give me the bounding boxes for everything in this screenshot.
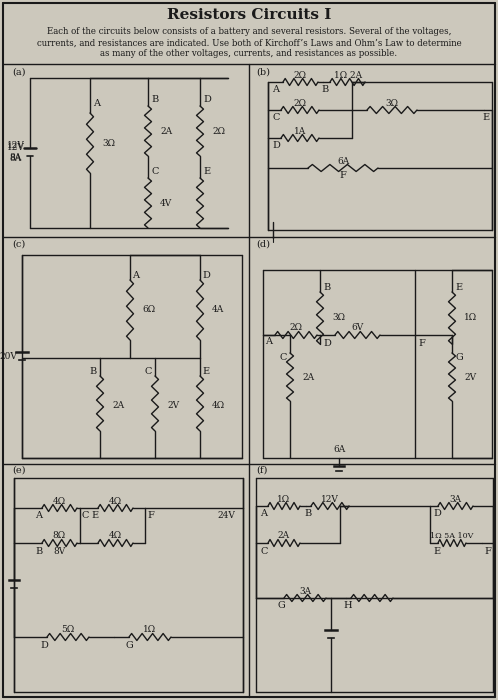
- Text: 1Ω 2A: 1Ω 2A: [334, 71, 362, 80]
- Text: 2Ω: 2Ω: [212, 127, 225, 136]
- Text: 5Ω: 5Ω: [61, 626, 75, 634]
- Text: 6A: 6A: [337, 157, 349, 165]
- Text: G: G: [125, 640, 133, 650]
- Text: D: D: [203, 95, 211, 104]
- Text: 4Ω: 4Ω: [52, 496, 66, 505]
- Text: D: D: [272, 141, 280, 150]
- Text: A: A: [265, 337, 272, 346]
- Text: F: F: [484, 547, 491, 556]
- Text: 1Ω: 1Ω: [464, 314, 477, 323]
- Text: A: A: [35, 512, 42, 521]
- Text: C: C: [144, 367, 152, 375]
- Text: Resistors Circuits I: Resistors Circuits I: [167, 8, 331, 22]
- Text: A: A: [272, 85, 279, 94]
- Text: 8A: 8A: [10, 153, 22, 162]
- Text: 1Ω: 1Ω: [143, 626, 156, 634]
- Text: 2Ω: 2Ω: [293, 99, 306, 108]
- Text: 12V: 12V: [7, 141, 25, 150]
- Text: C: C: [279, 353, 287, 361]
- Text: D: D: [40, 640, 48, 650]
- Text: 12V
8A: 12V 8A: [7, 144, 25, 162]
- Text: 3A: 3A: [449, 494, 461, 503]
- Text: E: E: [92, 512, 99, 521]
- Text: C: C: [272, 113, 280, 122]
- Text: 8Ω: 8Ω: [52, 531, 66, 540]
- Text: B: B: [90, 367, 97, 375]
- Text: (a): (a): [12, 67, 25, 76]
- Text: F: F: [418, 339, 425, 347]
- Text: C: C: [260, 547, 268, 556]
- Text: D: D: [202, 270, 210, 279]
- Text: 2A: 2A: [112, 402, 124, 410]
- Text: Each of the circuits below consists of a battery and several resistors. Several : Each of the circuits below consists of a…: [47, 27, 451, 36]
- Text: G: G: [277, 601, 285, 610]
- Text: 8V: 8V: [53, 547, 65, 556]
- Text: B: B: [35, 547, 43, 556]
- Text: B: B: [323, 283, 330, 291]
- Text: C: C: [82, 512, 89, 521]
- Text: B: B: [321, 85, 329, 94]
- Text: 4Ω: 4Ω: [109, 531, 122, 540]
- Text: E: E: [433, 547, 440, 556]
- Text: F: F: [340, 172, 347, 181]
- Text: B: B: [304, 510, 312, 519]
- Text: C: C: [151, 167, 158, 176]
- Text: 3Ω: 3Ω: [385, 99, 398, 108]
- Text: 2Ω: 2Ω: [289, 323, 302, 332]
- Text: 2V: 2V: [167, 402, 179, 410]
- Text: currents, and resistances are indicated. Use both of Kirchoff’s Laws and Ohm’s L: currents, and resistances are indicated.…: [37, 38, 461, 48]
- Text: 24V: 24V: [217, 512, 235, 521]
- Text: 6V: 6V: [351, 323, 363, 332]
- Text: E: E: [203, 167, 210, 176]
- Text: 2V: 2V: [464, 372, 476, 382]
- Text: G: G: [455, 353, 463, 361]
- Text: 3Ω: 3Ω: [102, 139, 115, 148]
- Text: 2Ω: 2Ω: [293, 71, 306, 80]
- Text: A: A: [132, 270, 139, 279]
- Text: E: E: [483, 113, 490, 122]
- Text: F: F: [147, 512, 154, 521]
- Text: E: E: [202, 367, 209, 375]
- Text: 4A: 4A: [212, 305, 224, 314]
- Text: A: A: [93, 99, 100, 108]
- Text: 6A: 6A: [333, 445, 345, 454]
- Text: 4V: 4V: [160, 199, 172, 207]
- Text: 6Ω: 6Ω: [142, 305, 155, 314]
- Text: 1Ω 5A 10V: 1Ω 5A 10V: [430, 532, 474, 540]
- Text: 4Ω: 4Ω: [109, 496, 122, 505]
- Text: 3Ω: 3Ω: [332, 314, 345, 323]
- Text: D: D: [323, 339, 331, 347]
- Text: H: H: [344, 601, 352, 610]
- Text: D: D: [433, 510, 441, 519]
- Text: 1Ω: 1Ω: [277, 494, 290, 503]
- Text: 3A: 3A: [299, 587, 311, 596]
- Text: (d): (d): [256, 239, 270, 248]
- Text: 1A: 1A: [294, 127, 306, 136]
- Text: 2A: 2A: [302, 372, 314, 382]
- Text: 20V: 20V: [0, 352, 17, 361]
- Text: 2A: 2A: [278, 531, 290, 540]
- Text: 2A: 2A: [160, 127, 172, 136]
- Text: 12V: 12V: [321, 494, 339, 503]
- Text: (c): (c): [12, 239, 25, 248]
- Text: B: B: [151, 95, 158, 104]
- Text: A: A: [260, 510, 267, 519]
- Text: E: E: [455, 283, 462, 291]
- Text: as many of the other voltages, currents, and resistances as possible.: as many of the other voltages, currents,…: [101, 50, 397, 59]
- Text: (b): (b): [256, 67, 270, 76]
- Text: (f): (f): [256, 466, 267, 475]
- Text: 4Ω: 4Ω: [212, 402, 225, 410]
- Text: (e): (e): [12, 466, 25, 475]
